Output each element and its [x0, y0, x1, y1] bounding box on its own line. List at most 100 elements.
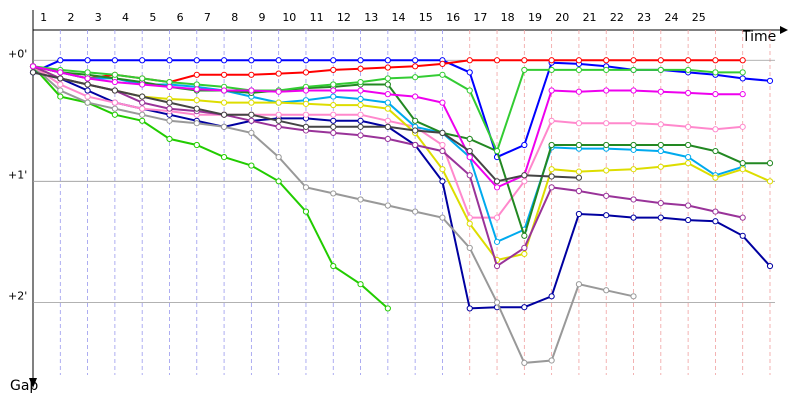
point [275, 111, 282, 118]
point [548, 173, 555, 180]
point [493, 262, 501, 270]
point [548, 293, 555, 300]
point [302, 111, 310, 118]
point [275, 123, 282, 130]
point [548, 166, 555, 173]
point [139, 111, 146, 118]
lap-label: 8 [231, 11, 238, 24]
point [657, 214, 664, 221]
point [193, 97, 200, 104]
point [466, 154, 473, 161]
point [521, 359, 528, 366]
point [712, 126, 719, 133]
point [412, 63, 419, 70]
point [166, 99, 173, 106]
point [685, 66, 692, 74]
point [384, 123, 391, 130]
point [657, 88, 664, 95]
point [439, 99, 446, 106]
point [139, 75, 146, 82]
point [111, 111, 118, 118]
point [357, 65, 364, 72]
point [29, 69, 37, 76]
point [712, 147, 719, 155]
point [493, 238, 501, 245]
point [357, 132, 364, 139]
point [384, 135, 391, 143]
point [220, 87, 228, 94]
point [493, 214, 501, 221]
point [493, 147, 501, 155]
point [657, 121, 664, 128]
point [57, 69, 64, 76]
point [575, 57, 583, 64]
point [384, 81, 391, 88]
point [330, 117, 337, 124]
lap-label: 17 [473, 11, 487, 24]
point [521, 172, 528, 179]
point [412, 141, 419, 149]
point [84, 99, 91, 106]
lap-label: 9 [259, 11, 266, 24]
point [493, 178, 501, 185]
point [685, 141, 692, 149]
point [248, 71, 255, 78]
point [439, 166, 446, 173]
point [575, 168, 583, 175]
point [84, 81, 91, 88]
point [575, 141, 583, 149]
point [630, 293, 637, 300]
lap-label: 13 [364, 11, 378, 24]
point [302, 69, 310, 76]
point [275, 70, 282, 77]
lap-label: 16 [446, 11, 460, 24]
point [275, 99, 282, 106]
point [521, 250, 528, 258]
lap-label: 5 [149, 11, 156, 24]
point [275, 178, 282, 185]
point [111, 99, 118, 106]
point [139, 99, 146, 106]
point [739, 75, 746, 82]
point [630, 141, 637, 149]
point [739, 166, 746, 173]
point [521, 57, 528, 64]
point [384, 202, 391, 209]
point [384, 117, 391, 124]
point [548, 141, 555, 149]
point [712, 208, 719, 215]
point [166, 117, 173, 124]
point [657, 66, 664, 74]
point [685, 216, 692, 224]
y-axis-label: Gap [10, 378, 38, 394]
point [248, 117, 255, 124]
point [685, 160, 692, 167]
point [739, 57, 746, 64]
point [548, 57, 555, 64]
point [630, 196, 637, 203]
gap-arrow [29, 378, 37, 388]
point [220, 123, 228, 130]
point [357, 87, 364, 94]
lap-label: 12 [337, 11, 351, 24]
point [466, 57, 473, 64]
point [439, 178, 446, 185]
point [139, 57, 146, 64]
point [330, 93, 337, 100]
point [630, 66, 637, 74]
point [248, 111, 255, 118]
lap-label: 10 [282, 11, 296, 24]
point [29, 63, 37, 70]
point [521, 178, 528, 185]
point [712, 91, 719, 98]
point [111, 71, 118, 78]
point [412, 93, 419, 100]
point [384, 105, 391, 112]
point [84, 57, 91, 64]
point [111, 78, 118, 86]
point [630, 57, 637, 64]
point [111, 87, 118, 94]
lap-label: 14 [392, 11, 406, 24]
point [739, 160, 746, 167]
